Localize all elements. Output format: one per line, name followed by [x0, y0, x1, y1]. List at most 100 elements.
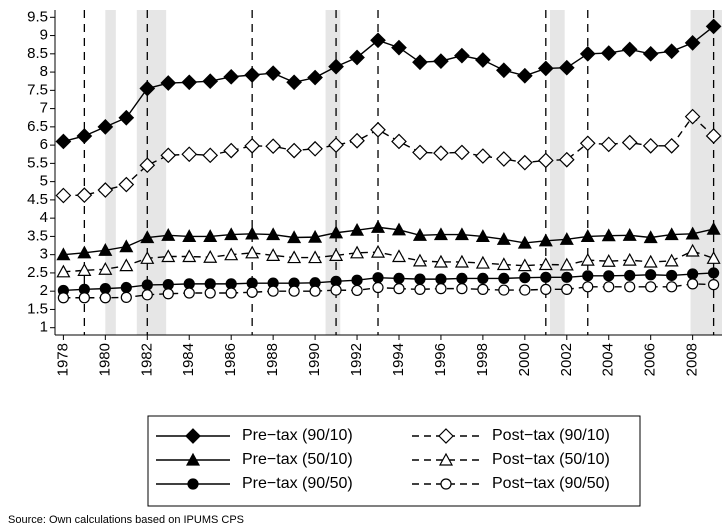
marker: [244, 137, 261, 154]
marker: [223, 68, 240, 85]
marker: [519, 272, 531, 284]
marker: [225, 287, 237, 299]
marker: [454, 227, 469, 241]
marker: [454, 254, 469, 268]
marker: [456, 272, 468, 284]
recession-band: [105, 10, 116, 335]
marker: [141, 289, 153, 301]
marker: [350, 222, 365, 236]
x-tick-label: 1992: [348, 343, 365, 376]
marker: [140, 251, 155, 264]
x-tick-label: 2006: [642, 343, 659, 376]
marker: [643, 254, 658, 268]
marker: [119, 258, 134, 272]
x-tick-label: 1990: [306, 343, 323, 376]
marker: [537, 152, 554, 169]
marker: [496, 151, 512, 167]
marker: [538, 257, 553, 271]
marker: [664, 253, 679, 267]
marker: [477, 272, 489, 284]
marker: [183, 287, 195, 299]
marker: [393, 283, 405, 295]
marker: [454, 47, 470, 64]
marker: [705, 128, 722, 144]
marker: [685, 243, 700, 257]
marker: [475, 148, 491, 164]
marker: [706, 221, 721, 235]
marker: [141, 279, 153, 291]
marker: [475, 255, 490, 269]
x-tick-label: 2002: [558, 343, 575, 376]
legend-marker: [438, 428, 454, 444]
y-tick-label: 4: [40, 209, 48, 226]
y-tick-label: 9.5: [27, 8, 48, 25]
y-tick-label: 6.5: [27, 118, 48, 135]
marker: [118, 176, 135, 193]
marker: [433, 145, 449, 161]
marker: [265, 65, 281, 82]
marker: [97, 119, 114, 135]
marker: [475, 229, 490, 243]
marker: [160, 147, 177, 164]
marker: [56, 247, 71, 261]
marker: [78, 292, 90, 304]
marker: [224, 227, 239, 241]
marker: [621, 41, 638, 58]
x-tick-label: 1988: [264, 343, 281, 376]
marker: [540, 271, 552, 283]
y-tick-label: 7: [40, 100, 48, 117]
marker: [624, 269, 636, 282]
marker: [265, 138, 281, 155]
marker: [246, 286, 258, 298]
marker: [204, 278, 216, 290]
marker: [99, 292, 111, 304]
marker: [181, 146, 198, 163]
marker: [329, 225, 344, 239]
marker: [287, 230, 302, 244]
marker: [645, 269, 657, 281]
marker: [538, 233, 553, 247]
marker: [435, 273, 447, 285]
legend-label: Post−tax (50/10): [492, 451, 610, 468]
marker: [496, 257, 511, 271]
marker: [454, 144, 470, 161]
marker: [412, 54, 428, 71]
legend-marker: [440, 478, 452, 490]
marker: [204, 287, 216, 299]
marker: [642, 45, 659, 62]
marker: [120, 281, 132, 294]
marker: [687, 268, 699, 280]
marker: [55, 133, 72, 150]
marker: [330, 284, 342, 296]
marker: [579, 45, 596, 62]
marker: [351, 284, 363, 297]
marker: [579, 135, 596, 152]
marker: [162, 288, 174, 300]
marker: [456, 283, 468, 295]
source-note: Source: Own calculations based on IPUMS …: [8, 514, 244, 526]
marker: [622, 228, 637, 241]
recession-band: [550, 10, 565, 335]
marker: [517, 235, 532, 249]
marker: [666, 269, 678, 282]
marker: [266, 248, 281, 261]
marker: [475, 52, 491, 68]
marker: [414, 273, 426, 285]
y-tick-label: 8: [40, 63, 48, 80]
marker: [664, 227, 679, 241]
marker: [517, 258, 532, 272]
y-tick-label: 3.5: [27, 227, 48, 244]
y-tick-label: 4.5: [27, 191, 48, 208]
y-tick-label: 1: [40, 319, 48, 336]
marker: [580, 229, 595, 243]
marker: [349, 132, 365, 149]
marker: [498, 272, 510, 284]
marker: [666, 281, 678, 293]
marker: [246, 277, 258, 289]
marker: [370, 121, 386, 138]
marker: [580, 252, 595, 266]
marker: [391, 133, 407, 150]
legend-label: Pre−tax (90/50): [242, 475, 353, 492]
marker: [288, 285, 300, 297]
marker: [622, 252, 637, 266]
